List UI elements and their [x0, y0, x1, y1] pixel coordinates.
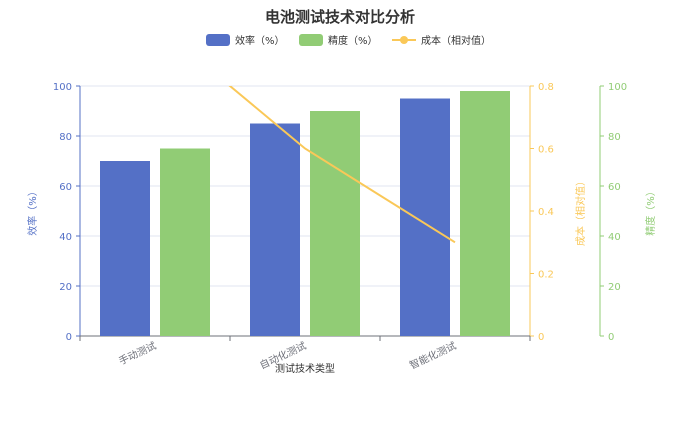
bar-efficiency — [100, 161, 150, 336]
left-axis-tick-label: 100 — [53, 82, 72, 93]
left-axis-tick-label: 20 — [59, 282, 72, 293]
bar-accuracy — [310, 111, 360, 336]
right-inner-axis-tick-label: 0 — [538, 332, 544, 343]
left-axis-tick-label: 60 — [59, 182, 72, 193]
bar-accuracy — [460, 91, 510, 336]
right-inner-axis-tick-label: 0.6 — [538, 145, 554, 156]
x-axis-tick-label: 智能化测试 — [407, 339, 458, 372]
legend-swatch-efficiency — [206, 34, 230, 46]
chart-title: 电池测试技术对比分析 — [265, 8, 415, 26]
left-axis-title: 效率（%） — [26, 186, 39, 236]
series-marks — [100, 86, 510, 336]
right-inner-axis-title: 成本（相对值） — [574, 176, 587, 246]
legend-swatch-cost-dot — [400, 36, 408, 44]
right-outer-axis-tick-label: 0 — [608, 332, 614, 343]
x-axis-title: 测试技术类型 — [275, 362, 335, 375]
left-axis-tick-label: 40 — [59, 232, 72, 243]
left-axis-tick-label: 0 — [66, 332, 72, 343]
legend-swatch-accuracy — [299, 34, 323, 46]
legend-item: 成本（相对值） — [392, 34, 491, 47]
legend-item: 效率（%） — [206, 34, 285, 47]
right-outer-axis-tick-label: 100 — [608, 82, 627, 93]
x-axis-tick-label: 手动测试 — [117, 339, 159, 368]
legend-label: 效率（%） — [235, 34, 285, 47]
right-outer-axis-tick-label: 60 — [608, 182, 621, 193]
right-inner-axis-tick-label: 0.8 — [538, 82, 554, 93]
right-inner-axis-tick-label: 0.2 — [538, 270, 554, 281]
right-inner-axis-tick-label: 0.4 — [538, 207, 554, 218]
legend: 效率（%） 精度（%） 成本（相对值） — [206, 34, 491, 47]
cost-line — [228, 86, 456, 244]
legend-label: 成本（相对值） — [421, 34, 491, 47]
right-outer-axis-tick-label: 80 — [608, 132, 621, 143]
right-outer-axis-tick-label: 20 — [608, 282, 621, 293]
legend-label: 精度（%） — [328, 34, 378, 47]
bar-accuracy — [160, 148, 210, 336]
bar-efficiency — [250, 123, 300, 336]
bar-efficiency — [400, 98, 450, 336]
right-outer-axis-title: 精度（%） — [644, 186, 657, 236]
left-axis-tick-label: 80 — [59, 132, 72, 143]
legend-item: 精度（%） — [299, 34, 378, 47]
right-outer-axis-tick-label: 40 — [608, 232, 621, 243]
